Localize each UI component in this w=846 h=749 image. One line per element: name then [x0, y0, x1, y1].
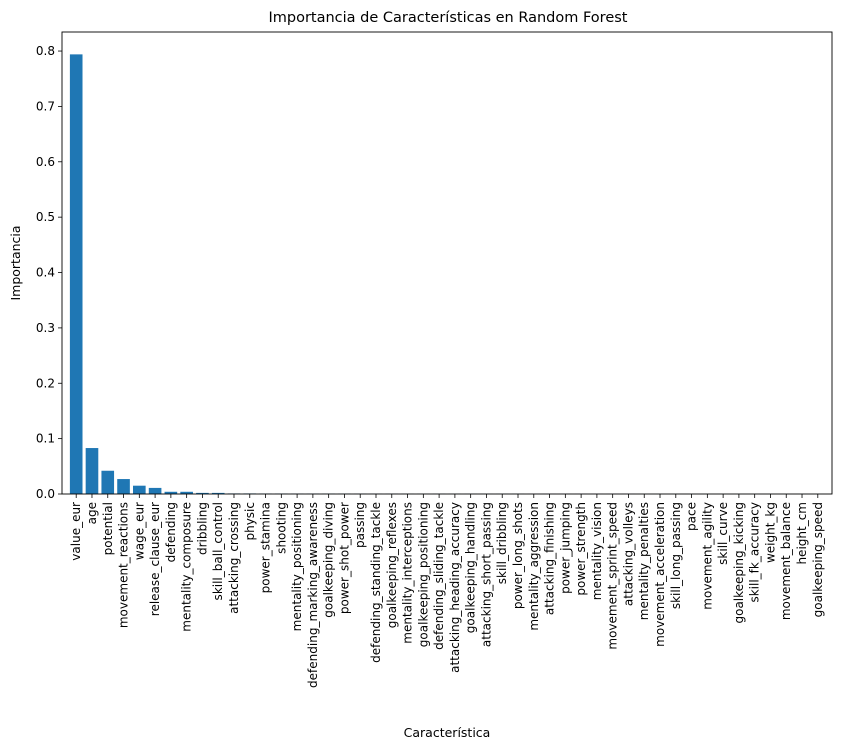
- x-tick-label: goalkeeping_reflexes: [385, 502, 399, 628]
- y-tick-label: 0.6: [36, 155, 55, 169]
- x-tick-label: mentality_interceptions: [401, 502, 415, 644]
- x-tick-label: goalkeeping_handling: [464, 502, 478, 633]
- x-tick-label: skill_long_passing: [669, 502, 683, 609]
- x-tick-label: movement_agility: [700, 502, 714, 610]
- x-tick-label: defending_standing_tackle: [369, 502, 383, 663]
- x-tick-label: pace: [685, 502, 699, 531]
- y-tick-label: 0.5: [36, 210, 55, 224]
- bar-value_eur: [69, 54, 83, 494]
- y-tick-label: 0.0: [36, 487, 55, 501]
- x-tick-label: mentality_vision: [590, 502, 604, 600]
- chart-title: Importancia de Características en Random…: [268, 10, 627, 26]
- x-tick-label: movement_sprint_speed: [606, 502, 620, 650]
- x-tick-label: mentality_penalties: [637, 502, 651, 620]
- y-tick-label: 0.1: [36, 432, 55, 446]
- x-tick-label: shooting: [274, 502, 288, 554]
- x-tick-label: power_strength: [574, 502, 588, 596]
- x-tick-label: movement_acceleration: [653, 502, 667, 647]
- x-tick-label: goalkeeping_positioning: [416, 502, 430, 647]
- x-tick-label: defending_sliding_tackle: [432, 502, 446, 650]
- bar-defending: [164, 491, 178, 494]
- y-tick-label: 0.3: [36, 321, 55, 335]
- x-tick-label: power_shot_power: [337, 502, 351, 614]
- x-tick-label: dribbling: [195, 502, 209, 555]
- y-tick-label: 0.7: [36, 99, 55, 113]
- x-tick-label: power_jumping: [558, 502, 572, 594]
- x-tick-label: wage_eur: [132, 502, 146, 560]
- plot-frame: [61, 31, 833, 495]
- x-axis-label: Característica: [404, 725, 491, 740]
- y-tick-label: 0.8: [36, 44, 55, 58]
- x-tick-label: attacking_finishing: [543, 502, 557, 615]
- y-axis-label: Importancia: [8, 225, 23, 300]
- bar-dribbling: [196, 492, 209, 494]
- x-tick-label: attacking_crossing: [227, 502, 241, 614]
- x-tick-label: power_stamina: [259, 502, 273, 593]
- bar-potential: [101, 470, 115, 494]
- x-tick-label: skill_fk_accuracy: [748, 502, 762, 603]
- x-tick-label: mentality_positioning: [290, 502, 304, 631]
- bar-release_clause_eur: [148, 487, 162, 494]
- x-tick-label: movement_balance: [779, 502, 793, 620]
- x-tick-label: release_clause_eur: [148, 502, 162, 616]
- bar-skill_ball_control: [211, 492, 225, 494]
- bar-age: [85, 448, 99, 494]
- x-tick-label: mentality_aggression: [527, 502, 541, 631]
- x-tick-label: mentality_composure: [180, 502, 194, 632]
- x-tick-label: value_eur: [69, 502, 83, 561]
- x-tick-label: age: [85, 502, 99, 524]
- x-tick-label: power_long_shots: [511, 502, 525, 609]
- x-tick-label: skill_ball_control: [211, 502, 225, 600]
- x-tick-label: attacking_short_passing: [479, 502, 493, 647]
- x-tick-label: goalkeeping_kicking: [732, 502, 746, 624]
- bar-wage_eur: [133, 485, 146, 494]
- x-tick-label: defending: [164, 502, 178, 562]
- bar-movement_reactions: [117, 479, 130, 494]
- x-tick-label: defending_marking_awareness: [306, 502, 320, 688]
- x-axis-ticks: value_eur age potential movement_reactions w…: [69, 494, 825, 688]
- x-tick-label: passing: [353, 502, 367, 548]
- x-tick-label: movement_reactions: [117, 502, 131, 628]
- x-tick-label: attacking_volleys: [621, 502, 635, 606]
- bar-mentality_composure: [180, 491, 193, 494]
- x-tick-label: skill_curve: [716, 502, 730, 565]
- x-tick-label: goalkeeping_diving: [322, 502, 336, 618]
- y-tick-label: 0.4: [36, 266, 55, 280]
- x-tick-label: physic: [243, 502, 257, 541]
- x-tick-label: height_cm: [795, 502, 809, 565]
- x-tick-label: skill_dribbling: [495, 502, 509, 584]
- x-tick-label: attacking_heading_accuracy: [448, 502, 462, 673]
- y-axis-ticks: 0.0 0.1 0.2 0.3 0.4 0.5 0.6 0.7 0.8: [36, 44, 62, 501]
- x-tick-label: weight_kg: [763, 502, 777, 563]
- x-tick-label: potential: [101, 502, 115, 555]
- x-tick-label: goalkeeping_speed: [811, 502, 825, 617]
- y-tick-label: 0.2: [36, 376, 55, 390]
